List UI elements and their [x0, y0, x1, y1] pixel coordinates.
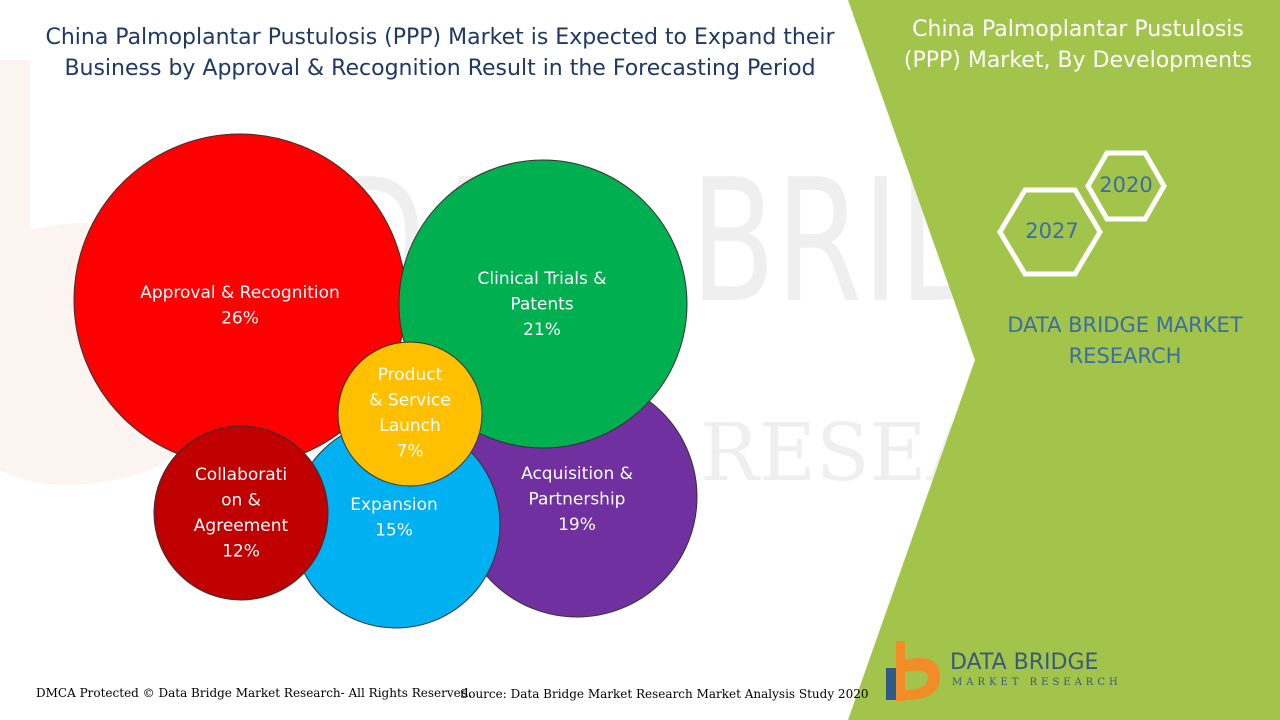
bubble-label-line: 12% — [222, 542, 260, 562]
bubble-label-line: & Service — [369, 391, 451, 411]
bubble-4 — [153, 425, 329, 601]
side-panel-title: China Palmoplantar Pustulosis (PPP) Mark… — [903, 17, 1253, 73]
bubble-label-line: Collaborati — [195, 465, 287, 485]
source-note: Source: Data Bridge Market Research Mark… — [460, 687, 869, 701]
side-panel — [848, 0, 1280, 720]
bubble-label-1: Acquisition & Partnership 19% — [521, 464, 633, 535]
bubble-label-line: 21% — [523, 320, 561, 340]
bubble-label-line: Expansion — [350, 495, 438, 515]
year-2020-label: 2020 — [1099, 173, 1153, 197]
bubble-chart: Approval & Recognition 26% Acquisition & Pa… — [73, 133, 698, 629]
bubble-label-line: 26% — [221, 309, 259, 329]
bubble-5 — [337, 341, 483, 487]
year-2027-label: 2027 — [1025, 219, 1079, 243]
bubble-label-line: on & — [221, 491, 261, 511]
bubble-label-3: Clinical Trials & Patents 21% — [478, 269, 607, 340]
brand-name-line1: DATA BRIDGE MARKET — [1007, 313, 1243, 337]
bubble-label-5: Product & Service Launch 7% — [369, 365, 451, 462]
bubble-label-line: Acquisition & — [521, 464, 633, 484]
bubble-label-line: Clinical Trials & — [478, 269, 607, 289]
bubble-label-line: 7% — [397, 442, 424, 462]
bubble-label-line: Partnership — [529, 490, 626, 510]
bubble-label-2: Expansion 15% — [350, 495, 438, 541]
bubble-label-line: Launch — [379, 416, 441, 436]
bubble-label-line: Agreement — [194, 516, 289, 536]
logo-icon — [886, 641, 940, 701]
bubble-label-0: Approval & Recognition 26% — [140, 283, 340, 329]
bubble-label-line: 19% — [558, 515, 596, 535]
bubble-label-4: Collaborati on & Agreement 12% — [194, 465, 289, 562]
hexagon-2027-icon — [997, 187, 1103, 277]
page-title: China Palmoplantar Pustulosis (PPP) Mark… — [45, 25, 835, 81]
bubble-label-line: Patents — [510, 295, 573, 315]
logo-name: DATA BRIDGE — [950, 650, 1099, 675]
hexagon-2020-icon — [1085, 150, 1167, 222]
copyright-notice: DMCA Protected © Data Bridge Market Rese… — [36, 686, 473, 700]
bubble-label-line: 15% — [375, 521, 413, 541]
logo-tagline: MARKET RESEARCH — [952, 677, 1122, 688]
brand-name-line2: RESEARCH — [1068, 344, 1182, 368]
bubble-label-line: Product — [378, 365, 443, 385]
bubble-label-line: Approval & Recognition — [140, 283, 340, 303]
